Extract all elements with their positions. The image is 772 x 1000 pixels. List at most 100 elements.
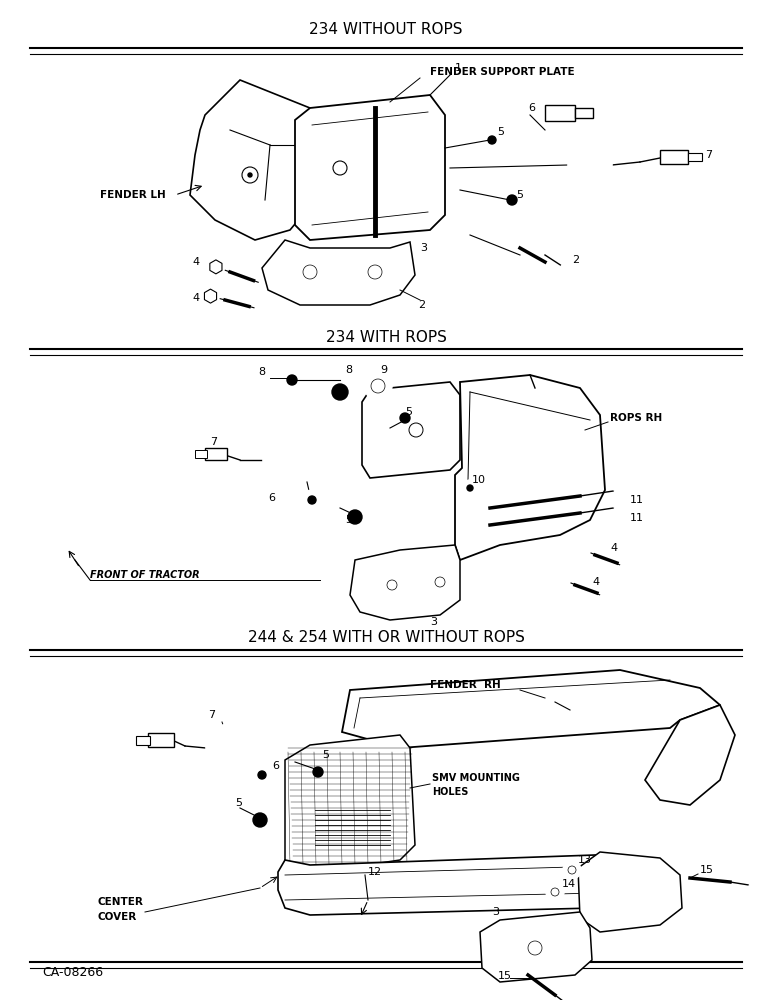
Text: 234 WITHOUT ROPS: 234 WITHOUT ROPS (310, 22, 462, 37)
Text: 4: 4 (192, 293, 199, 303)
Circle shape (563, 861, 581, 879)
Circle shape (546, 883, 564, 901)
Polygon shape (285, 735, 415, 875)
Circle shape (253, 813, 267, 827)
Polygon shape (578, 852, 682, 932)
Polygon shape (342, 670, 720, 748)
Text: 2: 2 (572, 255, 579, 265)
Polygon shape (190, 80, 320, 240)
Circle shape (568, 143, 612, 187)
Text: CENTER: CENTER (98, 897, 144, 907)
Polygon shape (295, 95, 445, 240)
Circle shape (332, 384, 348, 400)
Circle shape (302, 490, 322, 510)
Text: FENDER LH: FENDER LH (100, 190, 166, 200)
Circle shape (560, 262, 576, 278)
Text: 4: 4 (610, 543, 617, 553)
Text: CA-08266: CA-08266 (42, 966, 103, 978)
Circle shape (287, 375, 297, 385)
Text: 1: 1 (455, 63, 462, 73)
Text: 4: 4 (192, 257, 199, 267)
Circle shape (313, 767, 323, 777)
Text: SMV MOUNTING: SMV MOUNTING (432, 773, 520, 783)
Text: 3: 3 (420, 243, 427, 253)
Circle shape (600, 591, 614, 605)
Text: 10: 10 (472, 475, 486, 485)
Circle shape (400, 413, 410, 423)
Circle shape (248, 173, 252, 177)
Polygon shape (210, 260, 222, 274)
Text: 2: 2 (418, 300, 425, 310)
Circle shape (467, 485, 473, 491)
Text: FRONT OF TRACTOR: FRONT OF TRACTOR (90, 570, 200, 580)
Circle shape (749, 878, 767, 896)
Circle shape (577, 152, 603, 178)
Text: COVER: COVER (98, 912, 137, 922)
Circle shape (258, 771, 266, 779)
Circle shape (612, 875, 632, 895)
Polygon shape (645, 705, 735, 805)
Circle shape (272, 447, 298, 473)
Text: 5: 5 (345, 515, 352, 525)
Circle shape (364, 372, 392, 400)
Text: 4: 4 (592, 577, 599, 587)
Text: 5: 5 (322, 750, 329, 760)
Circle shape (620, 561, 634, 575)
Polygon shape (480, 912, 592, 982)
Circle shape (630, 900, 650, 920)
Text: 5: 5 (516, 190, 523, 200)
Text: 244 & 254 WITH OR WITHOUT ROPS: 244 & 254 WITH OR WITHOUT ROPS (248, 631, 524, 646)
Circle shape (216, 734, 244, 762)
Text: 11: 11 (630, 495, 644, 505)
Circle shape (614, 480, 632, 498)
Circle shape (507, 195, 517, 205)
Text: 12: 12 (368, 867, 382, 877)
Polygon shape (455, 375, 605, 560)
Circle shape (488, 136, 496, 144)
Text: ROPS RH: ROPS RH (610, 413, 662, 423)
Text: 8: 8 (258, 367, 265, 377)
Bar (575, 108, 593, 118)
Text: FENDER SUPPORT PLATE: FENDER SUPPORT PLATE (430, 67, 574, 77)
Text: 5: 5 (235, 798, 242, 808)
Circle shape (614, 497, 632, 515)
Text: 15: 15 (498, 971, 512, 981)
Circle shape (252, 765, 272, 785)
Text: 8: 8 (345, 365, 352, 375)
Circle shape (308, 496, 316, 504)
Text: 13: 13 (578, 855, 592, 865)
Polygon shape (278, 855, 660, 915)
Circle shape (348, 510, 362, 524)
Bar (148, 733, 174, 747)
Text: FENDER  RH: FENDER RH (430, 680, 501, 690)
Circle shape (380, 573, 404, 597)
Polygon shape (362, 382, 460, 478)
Text: 234 WITH ROPS: 234 WITH ROPS (326, 330, 446, 344)
Text: HOLES: HOLES (432, 787, 469, 797)
Bar (660, 150, 688, 164)
Circle shape (462, 480, 478, 496)
Bar (545, 105, 575, 121)
Text: 11: 11 (630, 513, 644, 523)
Text: 7: 7 (208, 710, 215, 720)
Text: 14: 14 (562, 879, 576, 889)
Text: 9: 9 (380, 365, 387, 375)
Text: 6: 6 (272, 761, 279, 771)
Circle shape (428, 570, 452, 594)
Bar (205, 448, 227, 460)
Circle shape (520, 933, 550, 963)
Circle shape (206, 724, 254, 772)
Bar (195, 450, 207, 458)
Text: 3: 3 (492, 907, 499, 917)
Text: 7: 7 (210, 437, 217, 447)
Text: 6: 6 (528, 103, 535, 113)
Circle shape (263, 438, 307, 482)
Circle shape (361, 258, 389, 286)
Polygon shape (350, 545, 460, 620)
Polygon shape (262, 240, 415, 305)
Text: 5: 5 (497, 127, 504, 137)
Bar (688, 153, 702, 161)
Text: 7: 7 (705, 150, 712, 160)
Text: 6: 6 (268, 493, 275, 503)
Polygon shape (205, 289, 217, 303)
